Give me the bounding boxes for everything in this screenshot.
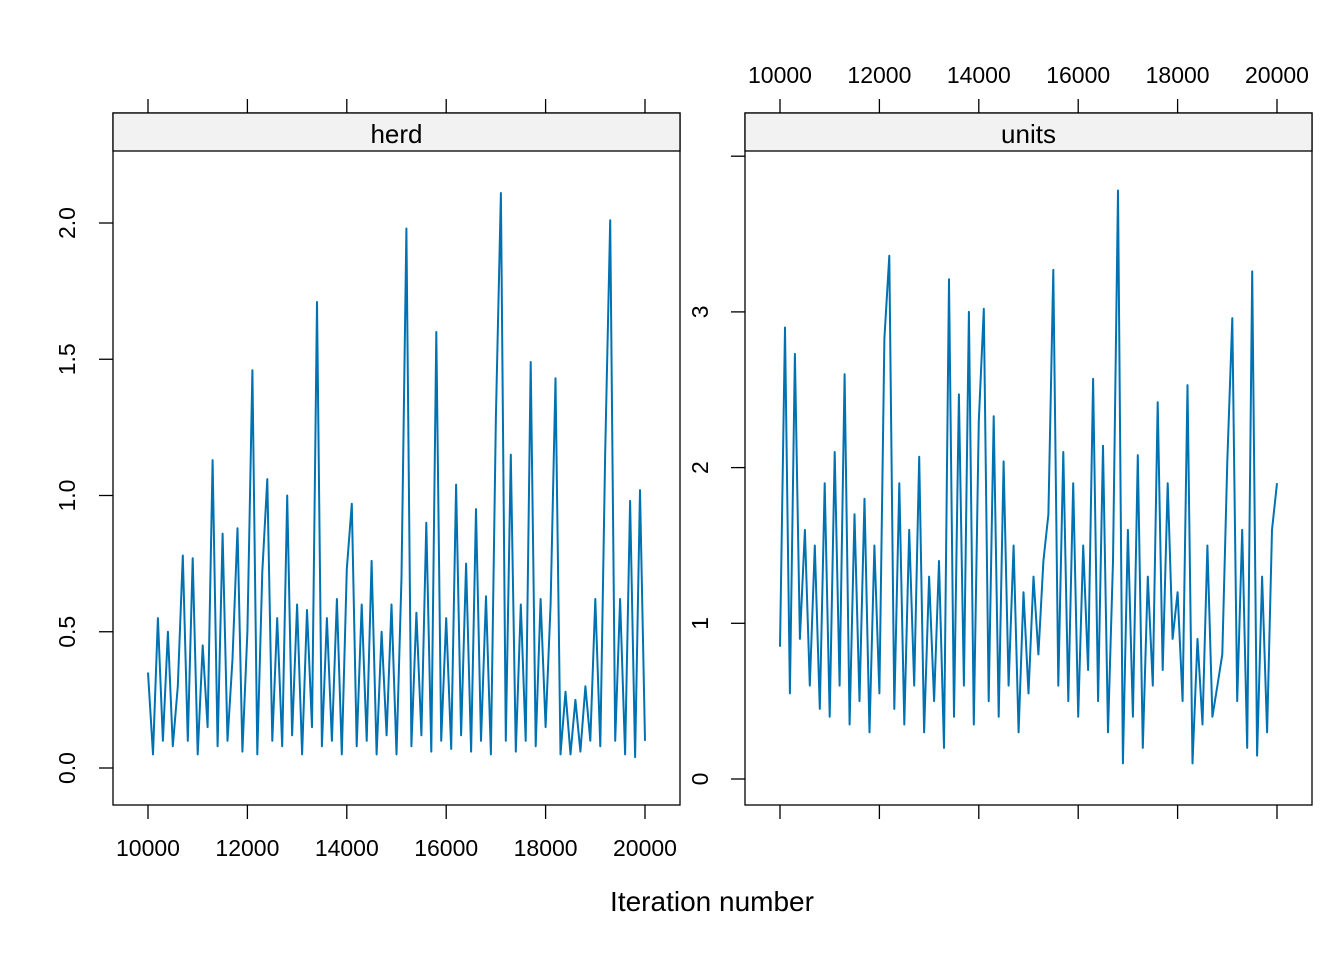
panel-herd-frame	[112, 112, 681, 806]
x-tick-label-top: 12000	[847, 62, 911, 88]
y-tick-label: 0.5	[54, 616, 80, 648]
strip-units-label: units	[1001, 119, 1056, 149]
panel-herd: herd 10000 12000 14000 16000 18000 20000 0.0 0.…	[54, 99, 681, 861]
panel-units: units 10000 12000 14000 16000 18000 20000 0 1 2 3	[687, 62, 1313, 819]
y-tick-label: 2	[687, 461, 713, 474]
x-tick-label-top: 18000	[1146, 62, 1210, 88]
y-tick-label: 2.0	[54, 207, 80, 239]
y-tick-label: 1	[687, 617, 713, 630]
y-tick-label: 0	[687, 773, 713, 786]
y-tick-label: 1.0	[54, 480, 80, 512]
x-tick-label-top: 16000	[1046, 62, 1110, 88]
strip-herd-label: herd	[370, 119, 422, 149]
trace-line-herd	[147, 192, 646, 759]
x-tick-label: 12000	[215, 835, 279, 861]
y-tick-label: 3	[687, 306, 713, 319]
y-tick-label: 0.0	[54, 752, 80, 784]
x-tick-label: 16000	[414, 835, 478, 861]
x-axis-label: Iteration number	[610, 886, 814, 917]
x-tick-label: 10000	[116, 835, 180, 861]
x-tick-label: 18000	[514, 835, 578, 861]
y-tick-label: 1.5	[54, 343, 80, 375]
x-tick-label-top: 10000	[748, 62, 812, 88]
x-tick-label: 20000	[613, 835, 677, 861]
x-tick-label: 14000	[315, 835, 379, 861]
trace-line-units	[779, 189, 1278, 765]
strip-herd	[112, 112, 681, 152]
x-tick-label-top: 14000	[947, 62, 1011, 88]
x-tick-label-top: 20000	[1245, 62, 1309, 88]
strip-units	[744, 112, 1313, 152]
